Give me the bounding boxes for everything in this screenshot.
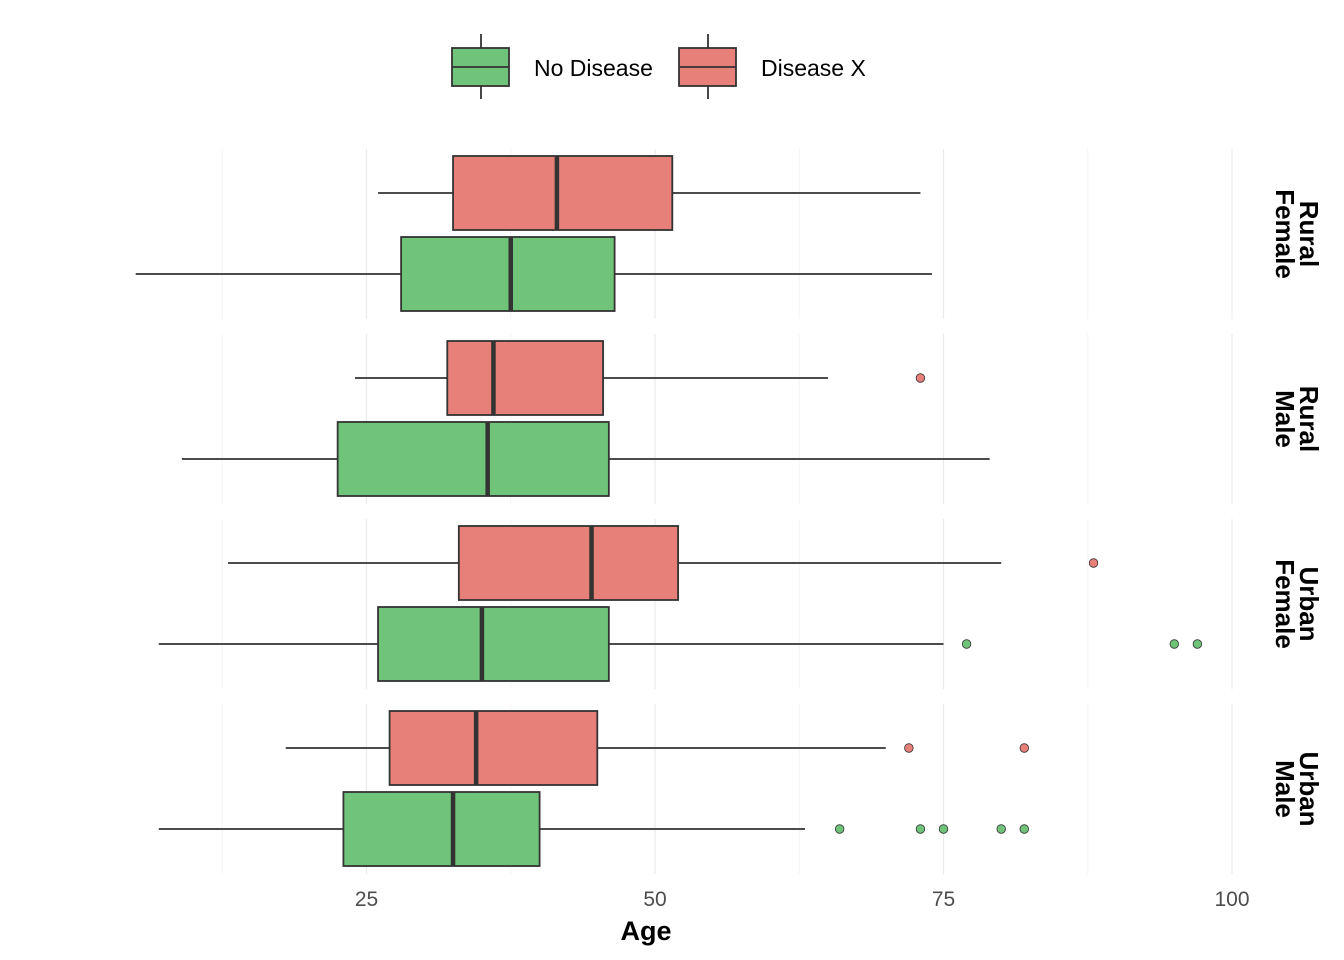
grid-lines (221, 149, 1233, 874)
box-iqr (400, 236, 616, 312)
panel: UrbanFemale (158, 525, 1324, 682)
panel: RuralMale (181, 340, 1324, 497)
outlier-point (1019, 743, 1029, 753)
x-tick-label: 75 (932, 888, 955, 911)
legend-item: No Disease (451, 34, 653, 99)
legend-item: Disease X (678, 34, 866, 99)
x-tick-label: 100 (1214, 888, 1249, 911)
facet-label: UrbanMale (1270, 751, 1324, 826)
box-iqr (446, 340, 604, 416)
box-disease-x (378, 155, 921, 231)
facet-label-line: Male (1270, 760, 1300, 818)
legend-label: No Disease (534, 55, 653, 81)
outlier-point (961, 639, 972, 649)
facet-label: UrbanFemale (1270, 559, 1324, 649)
facet-label: RuralMale (1270, 386, 1324, 452)
box-no-disease (135, 236, 932, 312)
facet-label-line: Urban (1294, 566, 1324, 641)
outlier-point (1088, 558, 1099, 568)
legend: No Disease Disease X (451, 34, 866, 99)
facet-label-line: Female (1270, 189, 1300, 279)
facet-label-line: Male (1270, 390, 1300, 448)
box-iqr (336, 421, 610, 497)
outlier-point (1192, 639, 1203, 649)
box-iqr (342, 791, 541, 867)
x-axis-label: Age (620, 916, 671, 946)
box-iqr (457, 525, 679, 601)
panel: UrbanMale (158, 710, 1324, 867)
outlier-point (938, 824, 949, 834)
box-disease-x (228, 525, 1099, 601)
facet-label-line: Female (1270, 559, 1300, 649)
box-no-disease (181, 421, 990, 497)
outlier-point (915, 824, 926, 834)
box-disease-x (285, 710, 1029, 786)
facet-label: RuralFemale (1270, 189, 1324, 279)
box-iqr (452, 155, 674, 231)
outlier-point (996, 824, 1006, 834)
x-tick-label: 25 (355, 888, 378, 911)
box-iqr (377, 606, 610, 682)
facet-label-line: Rural (1294, 201, 1324, 267)
outlier-point (834, 824, 845, 834)
box-iqr (388, 710, 599, 786)
box-disease-x (354, 340, 926, 416)
panel: RuralFemale (135, 155, 1324, 312)
outlier-point (1169, 639, 1180, 649)
outlier-point (904, 743, 914, 753)
x-axis-ticks: 25 50 75 100 (355, 888, 1250, 911)
facet-label-line: Rural (1294, 386, 1324, 452)
legend-label: Disease X (761, 55, 866, 81)
box-no-disease (158, 791, 1029, 867)
outlier-point (915, 373, 926, 383)
box-no-disease (158, 606, 1203, 682)
x-tick-label: 50 (643, 888, 666, 911)
outlier-point (1019, 824, 1029, 834)
facet-label-line: Urban (1294, 751, 1324, 826)
